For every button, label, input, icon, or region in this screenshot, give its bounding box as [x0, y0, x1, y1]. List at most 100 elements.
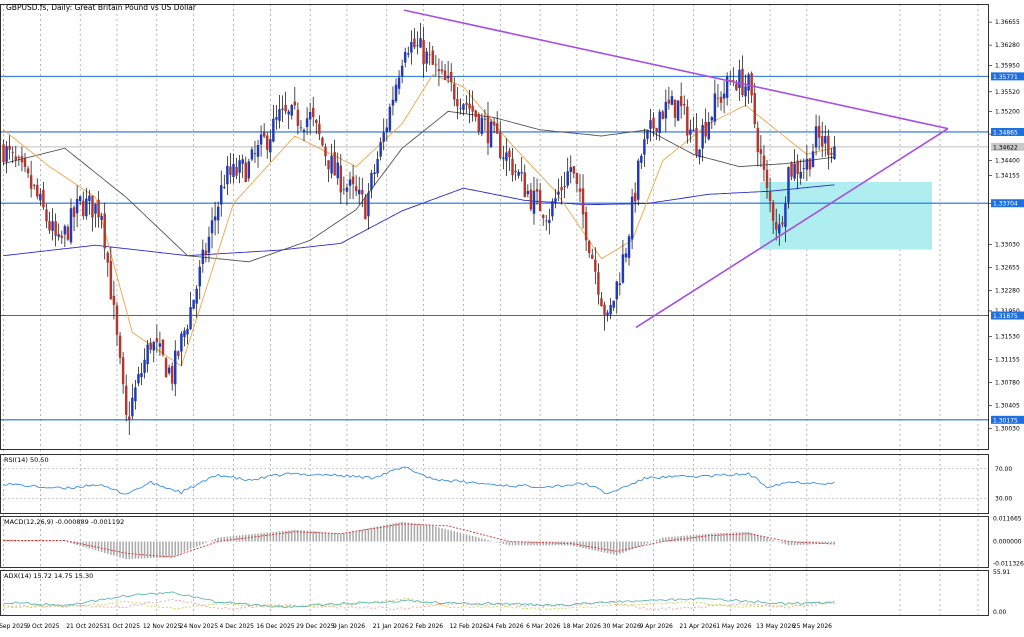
candle-body[interactable] [262, 132, 266, 137]
candle-body[interactable] [164, 358, 168, 378]
candle-body[interactable] [223, 187, 226, 188]
candle-body[interactable] [318, 123, 321, 135]
candle-body[interactable] [514, 170, 517, 173]
candle-body[interactable] [756, 127, 760, 153]
candle-body[interactable] [170, 366, 174, 384]
candle-body[interactable] [131, 397, 134, 417]
candle-body[interactable] [609, 304, 612, 315]
candle-body[interactable] [667, 99, 671, 104]
candle-body[interactable] [72, 207, 76, 217]
candle-body[interactable] [434, 64, 438, 66]
candle-body[interactable] [732, 80, 735, 81]
candle-body[interactable] [333, 151, 336, 176]
candle-body[interactable] [811, 151, 815, 168]
candle-body[interactable] [784, 203, 787, 227]
candle-body[interactable] [778, 224, 781, 234]
candle-body[interactable] [673, 99, 677, 118]
candle-body[interactable] [416, 45, 419, 46]
candle-body[interactable] [719, 96, 723, 103]
candle-body[interactable] [824, 136, 827, 144]
candle-body[interactable] [51, 221, 54, 231]
candle-body[interactable] [774, 222, 778, 230]
candle-body[interactable] [296, 109, 300, 126]
candle-body[interactable] [492, 121, 496, 126]
candle-body[interactable] [710, 117, 714, 121]
candle-body[interactable] [725, 76, 729, 98]
candle-body[interactable] [385, 127, 389, 132]
candle-body[interactable] [637, 160, 640, 200]
candle-body[interactable] [587, 241, 591, 253]
candle-body[interactable] [646, 130, 649, 139]
candle-body[interactable] [128, 416, 131, 420]
candle-body[interactable] [213, 216, 217, 221]
candle-body[interactable] [704, 121, 707, 137]
candle-body[interactable] [78, 196, 82, 202]
candle-body[interactable] [394, 84, 398, 102]
candle-body[interactable] [195, 288, 198, 304]
candle-body[interactable] [499, 132, 502, 159]
candle-body[interactable] [597, 272, 600, 295]
candle-body[interactable] [523, 172, 527, 198]
candle-body[interactable] [633, 192, 637, 202]
candle-body[interactable] [88, 195, 91, 202]
triangle-upper-trendline[interactable] [403, 9, 949, 130]
candle-body[interactable] [278, 109, 281, 121]
candle-body[interactable] [796, 160, 799, 175]
candle-body[interactable] [342, 189, 346, 190]
candle-body[interactable] [465, 102, 468, 105]
candle-body[interactable] [508, 150, 511, 158]
candle-body[interactable] [551, 201, 554, 217]
candle-body[interactable] [701, 125, 704, 149]
candle-body[interactable] [345, 187, 349, 192]
candle-body[interactable] [578, 188, 582, 192]
candle-body[interactable] [118, 335, 122, 358]
candle-body[interactable] [695, 128, 698, 155]
candle-body[interactable] [584, 212, 588, 241]
candle-body[interactable] [149, 342, 152, 350]
candle-body[interactable] [449, 71, 453, 82]
candle-body[interactable] [456, 98, 459, 107]
candle-body[interactable] [627, 236, 631, 258]
candle-body[interactable] [483, 118, 487, 120]
triangle-lower-trendline[interactable] [635, 127, 949, 329]
candle-body[interactable] [97, 199, 100, 218]
candle-body[interactable] [204, 250, 208, 255]
candle-body[interactable] [26, 168, 30, 174]
candle-body[interactable] [324, 146, 327, 157]
candle-body[interactable] [48, 221, 51, 231]
candle-body[interactable] [689, 129, 692, 135]
candle-body[interactable] [235, 166, 238, 176]
candle-body[interactable] [5, 146, 8, 162]
candle-body[interactable] [747, 74, 750, 91]
candle-body[interactable] [805, 158, 809, 170]
candle-body[interactable] [259, 134, 263, 145]
candle-body[interactable] [575, 173, 579, 185]
candle-body[interactable] [272, 118, 275, 142]
candle-body[interactable] [480, 117, 484, 134]
candle-body[interactable] [437, 69, 441, 72]
candle-body[interactable] [682, 103, 686, 106]
candle-body[interactable] [134, 387, 137, 402]
candle-body[interactable] [11, 152, 14, 153]
candle-body[interactable] [591, 254, 594, 259]
candle-body[interactable] [741, 68, 744, 96]
candle-body[interactable] [808, 158, 812, 170]
candle-body[interactable] [529, 189, 533, 210]
candle-body[interactable] [327, 160, 330, 170]
candle-body[interactable] [698, 149, 701, 158]
candle-body[interactable] [397, 77, 401, 89]
candle-body[interactable] [379, 142, 382, 157]
candle-body[interactable] [100, 216, 103, 220]
candle-body[interactable] [538, 190, 542, 212]
candle-body[interactable] [502, 157, 505, 159]
candle-body[interactable] [658, 111, 661, 134]
candle-body[interactable] [357, 189, 361, 195]
candle-body[interactable] [468, 103, 471, 109]
candle-body[interactable] [373, 172, 376, 174]
candle-body[interactable] [443, 70, 447, 80]
candle-body[interactable] [400, 65, 404, 77]
candle-body[interactable] [410, 41, 413, 53]
candle-body[interactable] [495, 123, 499, 134]
candle-body[interactable] [8, 145, 11, 150]
